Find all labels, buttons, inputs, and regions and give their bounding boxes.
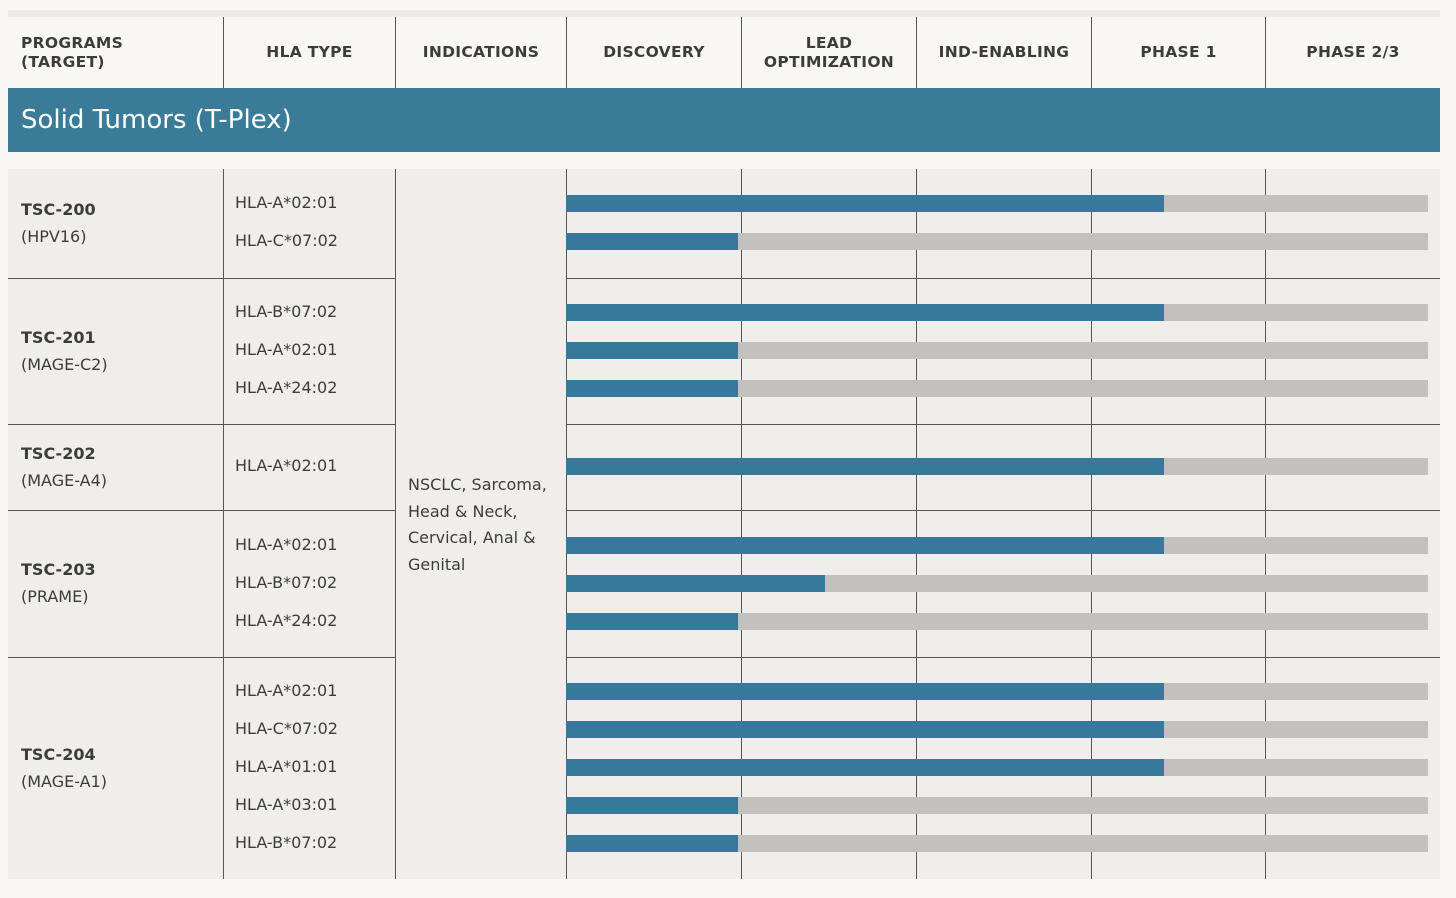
program-name: TSC-204 xyxy=(21,745,96,764)
program-target: (MAGE-A1) xyxy=(21,772,108,791)
progress-bar xyxy=(566,458,1164,475)
hla-type-label: HLA-C*07:02 xyxy=(235,719,338,738)
hla-type-label: HLA-A*24:02 xyxy=(235,378,338,397)
progress-bar xyxy=(566,233,738,250)
bar-track xyxy=(566,195,1428,212)
bar-track xyxy=(566,380,1428,397)
bar-track xyxy=(566,304,1428,321)
program-target: (MAGE-C2) xyxy=(21,355,108,374)
column-divider xyxy=(223,169,224,879)
row-divider xyxy=(8,278,395,279)
pipeline-chart: PROGRAMS (TARGET) HLA TYPE INDICATIONS DISC… xyxy=(8,10,1440,880)
progress-bar xyxy=(566,304,1164,321)
program-target: (MAGE-A4) xyxy=(21,471,108,490)
column-divider xyxy=(741,169,742,879)
progress-bar xyxy=(566,797,738,814)
program-target: (PRAME) xyxy=(21,587,89,606)
progress-bar xyxy=(566,835,738,852)
progress-bar xyxy=(566,759,1164,776)
program-name: TSC-201 xyxy=(21,328,96,347)
bar-track xyxy=(566,759,1428,776)
bar-track xyxy=(566,233,1428,250)
row-divider xyxy=(8,657,395,658)
progress-bar xyxy=(566,537,1164,554)
hla-type-label: HLA-C*07:02 xyxy=(235,231,338,250)
program-name: TSC-203 xyxy=(21,560,96,579)
program-name: TSC-202 xyxy=(21,444,96,463)
progress-bar xyxy=(566,575,825,592)
hla-type-label: HLA-A*02:01 xyxy=(235,193,338,212)
hla-type-label: HLA-A*01:01 xyxy=(235,757,338,776)
column-divider xyxy=(1265,169,1266,879)
hla-type-label: HLA-A*02:01 xyxy=(235,456,338,475)
hla-type-label: HLA-A*02:01 xyxy=(235,681,338,700)
header-discovery: DISCOVERY xyxy=(566,17,741,88)
hla-type-label: HLA-A*03:01 xyxy=(235,795,338,814)
bar-track xyxy=(566,575,1428,592)
bar-track xyxy=(566,537,1428,554)
header-hla: HLA TYPE xyxy=(223,17,395,88)
hla-type-label: HLA-A*02:01 xyxy=(235,340,338,359)
row-divider xyxy=(8,510,395,511)
program-target: (HPV16) xyxy=(21,227,87,246)
section-title: Solid Tumors (T-Plex) xyxy=(21,105,292,135)
column-divider xyxy=(916,169,917,879)
top-rule xyxy=(8,10,1440,17)
header-ind: IND-ENABLING xyxy=(916,17,1091,88)
progress-bar xyxy=(566,683,1164,700)
bar-track xyxy=(566,458,1428,475)
column-divider xyxy=(1091,169,1092,879)
progress-bar xyxy=(566,195,1164,212)
hla-type-label: HLA-A*02:01 xyxy=(235,535,338,554)
header-p23: PHASE 2/3 xyxy=(1265,17,1440,88)
program-name: TSC-200 xyxy=(21,200,96,219)
row-divider xyxy=(566,278,1440,279)
bar-track xyxy=(566,613,1428,630)
header-programs: PROGRAMS (TARGET) xyxy=(21,33,124,71)
bar-track xyxy=(566,797,1428,814)
header-indications: INDICATIONS xyxy=(395,17,566,88)
row-divider xyxy=(566,657,1440,658)
column-divider xyxy=(395,169,396,879)
row-divider xyxy=(566,424,1440,425)
row-divider xyxy=(566,510,1440,511)
hla-type-label: HLA-B*07:02 xyxy=(235,573,338,592)
header-p1: PHASE 1 xyxy=(1091,17,1265,88)
hla-type-label: HLA-B*07:02 xyxy=(235,302,338,321)
bar-track xyxy=(566,721,1428,738)
header-lead: LEAD OPTIMIZATION xyxy=(741,17,916,88)
bar-track xyxy=(566,342,1428,359)
bar-track xyxy=(566,683,1428,700)
indications-text: NSCLC, Sarcoma, Head & Neck, Cervical, A… xyxy=(408,475,547,574)
progress-bar xyxy=(566,380,738,397)
progress-bar xyxy=(566,342,738,359)
progress-bar xyxy=(566,721,1164,738)
column-divider xyxy=(566,169,567,879)
hla-type-label: HLA-B*07:02 xyxy=(235,833,338,852)
row-divider xyxy=(8,424,395,425)
section-gap xyxy=(8,152,1440,169)
progress-bar xyxy=(566,613,738,630)
section-banner: Solid Tumors (T-Plex) xyxy=(8,88,1440,152)
bar-track xyxy=(566,835,1428,852)
hla-type-label: HLA-A*24:02 xyxy=(235,611,338,630)
